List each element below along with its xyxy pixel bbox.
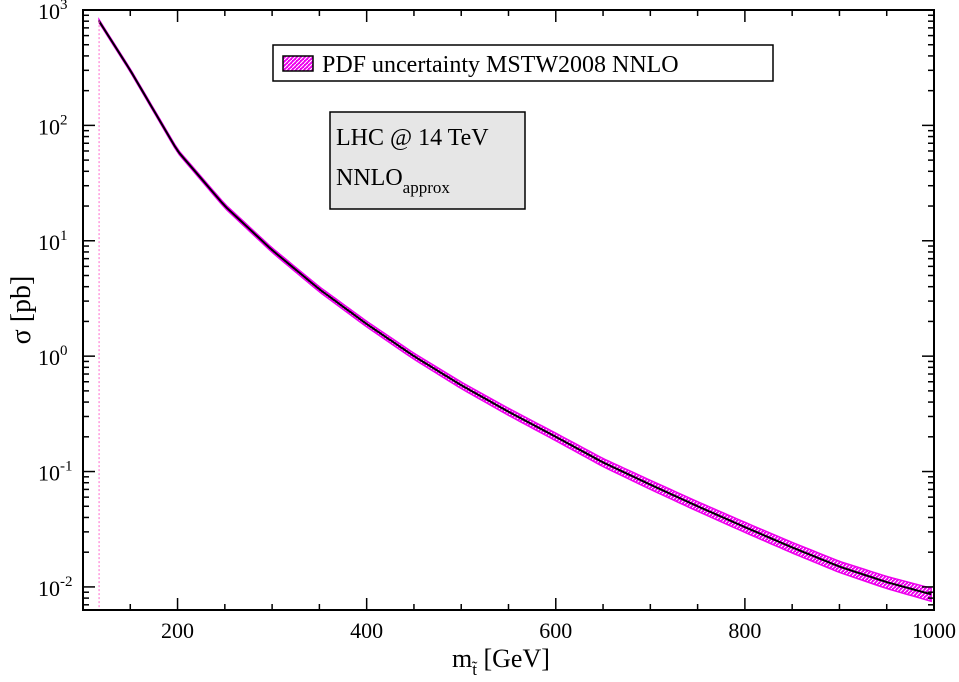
data-point — [129, 69, 132, 72]
central-cross-section-line — [98, 20, 932, 596]
data-point — [885, 581, 888, 583]
data-point — [696, 505, 699, 508]
data-point — [791, 546, 793, 549]
legend: PDF uncertainty MSTW2008 NNLO — [272, 44, 774, 82]
x-tick-labels: 200 400 600 800 1000 — [161, 618, 956, 643]
pdf-uncertainty-band-layer — [98, 17, 932, 603]
y-tick-label: 10-1 — [38, 459, 73, 486]
annotation-order-label: NNLOapprox — [336, 165, 450, 197]
data-point — [649, 483, 652, 486]
x-tick-label: 800 — [728, 618, 761, 643]
data-point — [365, 323, 368, 325]
y-axis-title: σ [pb] — [6, 276, 37, 345]
data-point — [271, 249, 273, 251]
x-tick-label: 600 — [539, 618, 572, 643]
annotation-collider-label: LHC @ 14 TeV — [336, 125, 489, 151]
annotation: LHC @ 14 TeV NNLOapprox — [329, 111, 526, 210]
data-point — [744, 526, 746, 528]
pdf-uncertainty-band — [98, 17, 932, 603]
data-point — [318, 288, 321, 291]
plot-frame — [82, 9, 935, 611]
x-tick-label: 1000 — [912, 618, 956, 643]
legend-swatch-pdf-band — [282, 55, 314, 72]
data-point — [838, 565, 841, 568]
data-point — [602, 461, 604, 464]
axis-ticks — [82, 9, 935, 610]
y-tick-labels: 10-2 10-1 100 101 102 103 — [38, 0, 73, 601]
y-tick-label: 101 — [38, 228, 68, 255]
data-point — [413, 355, 415, 357]
y-tick-label: 103 — [38, 0, 68, 24]
data-point — [507, 410, 510, 413]
y-tick-label: 102 — [38, 112, 68, 139]
y-tick-label: 100 — [38, 343, 68, 370]
legend-box — [272, 44, 774, 82]
x-tick-label: 400 — [350, 618, 383, 643]
data-point — [176, 150, 179, 152]
data-point — [554, 436, 557, 438]
data-point — [224, 205, 226, 207]
data-point — [460, 384, 463, 387]
legend-label: PDF uncertainty MSTW2008 NNLO — [322, 52, 679, 78]
x-tick-label: 200 — [161, 618, 194, 643]
x-axis-title: mt̃ [GeV] — [452, 644, 550, 677]
central-curve-layer — [98, 20, 935, 596]
y-tick-label: 10-2 — [38, 574, 73, 601]
annotation-box — [329, 111, 526, 210]
